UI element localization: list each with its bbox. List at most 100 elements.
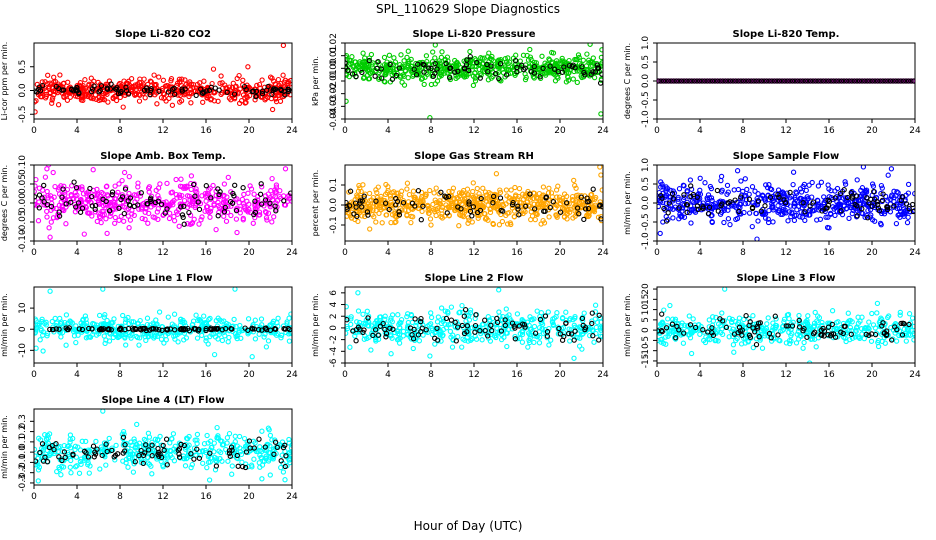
data-point [276, 92, 282, 98]
data-point [368, 347, 374, 353]
data-point [579, 346, 585, 352]
data-point [345, 304, 349, 310]
data-point [880, 191, 886, 197]
data-point [243, 86, 249, 93]
y-tick-label: 2 [329, 313, 339, 319]
data-point [181, 203, 187, 209]
x-tick-label: 20 [554, 370, 566, 380]
data-point [575, 194, 581, 201]
data-point [462, 307, 469, 313]
data-point [175, 339, 181, 345]
data-point [93, 96, 99, 102]
data-point [79, 186, 85, 193]
data-point [787, 203, 794, 209]
data-point [574, 79, 580, 86]
data-point [44, 188, 50, 195]
data-point [240, 215, 246, 222]
data-point [74, 85, 80, 91]
data-point [762, 333, 768, 339]
x-tick-label: 0 [342, 370, 348, 380]
data-point [55, 102, 62, 108]
data-point [527, 339, 533, 346]
data-point [463, 62, 470, 68]
data-point [59, 192, 65, 198]
x-tick-label: 12 [157, 248, 168, 258]
data-point [852, 201, 858, 208]
data-point [410, 188, 417, 194]
data-point [684, 199, 690, 205]
data-point [34, 345, 39, 351]
data-point [515, 203, 521, 209]
x-tick-label: 8 [117, 126, 123, 136]
data-point [46, 84, 52, 90]
data-point [694, 78, 700, 84]
data-point [794, 78, 801, 84]
data-point [384, 189, 390, 196]
data-point [517, 58, 523, 64]
data-point [208, 195, 214, 201]
data-point [131, 203, 138, 210]
data-point [488, 322, 494, 328]
data-point [86, 92, 92, 98]
data-point [166, 95, 172, 102]
data-point [137, 193, 144, 199]
data-point [49, 97, 55, 103]
data-point [539, 321, 546, 327]
data-point [263, 344, 270, 350]
data-point [388, 195, 394, 202]
data-point [377, 317, 383, 324]
data-point [345, 317, 350, 323]
data-point [448, 304, 455, 310]
data-point [588, 71, 594, 77]
data-point [596, 203, 603, 209]
data-point [485, 195, 491, 201]
data-point [467, 307, 474, 313]
data-point [567, 209, 573, 215]
panel-title: Slope Li-820 CO2 [115, 29, 211, 40]
data-point [522, 324, 528, 330]
panel-2: Slope Li-820 Temp.degrees C per min.0 4 8 1… [623, 29, 921, 136]
data-point [582, 206, 589, 212]
data-point [150, 214, 156, 220]
data-point [417, 318, 424, 325]
data-point [67, 94, 73, 100]
data-point [233, 216, 240, 222]
data-point [171, 311, 178, 317]
data-point [455, 74, 461, 80]
x-tick-label: 8 [428, 126, 434, 136]
data-point [775, 191, 781, 198]
data-point [133, 91, 139, 97]
data-point [249, 325, 255, 331]
data-point [769, 327, 775, 334]
data-point [182, 319, 188, 326]
data-point [150, 320, 156, 326]
data-point [44, 201, 51, 208]
data-point [184, 183, 190, 189]
data-point [354, 319, 360, 325]
data-point [799, 214, 805, 220]
data-point [764, 321, 770, 327]
data-point [191, 325, 197, 332]
data-point [736, 208, 742, 215]
data-point [107, 86, 114, 92]
data-point [744, 186, 750, 193]
data-point [272, 326, 278, 332]
data-point [225, 339, 231, 345]
data-point [206, 87, 213, 93]
data-point [890, 78, 896, 84]
data-point [678, 214, 684, 220]
data-point [534, 201, 541, 208]
data-point [61, 183, 67, 189]
data-point [563, 309, 569, 315]
data-point [76, 326, 82, 332]
data-point [510, 199, 516, 206]
data-point [278, 335, 284, 341]
data-point [879, 185, 885, 191]
data-point [733, 78, 739, 84]
data-point [466, 63, 472, 69]
data-point [513, 52, 519, 58]
data-point [432, 335, 438, 341]
data-point [547, 204, 553, 211]
